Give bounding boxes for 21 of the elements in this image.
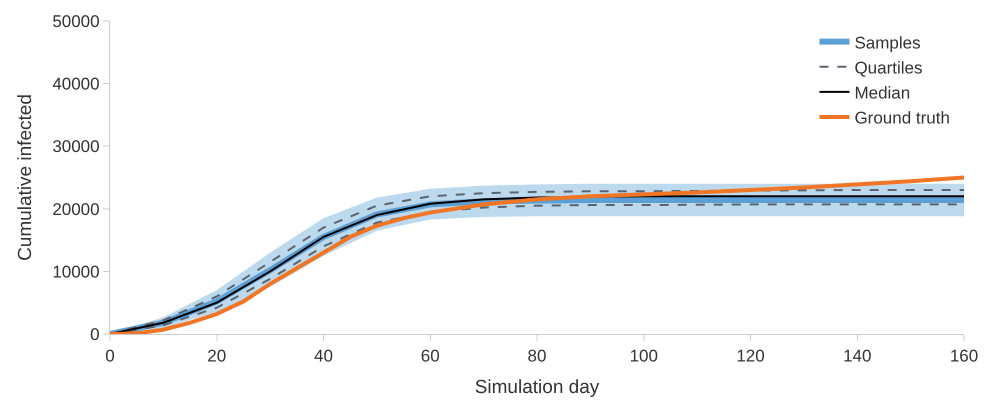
legend-label: Samples (854, 33, 921, 52)
x-tick-label: 20 (207, 346, 226, 366)
legend-label: Median (854, 84, 910, 103)
y-tick-label: 50000 (52, 12, 100, 31)
y-tick-label: 20000 (52, 200, 100, 219)
x-tick-label: 60 (420, 346, 440, 366)
y-tick-label: 30000 (52, 137, 100, 156)
x-tick-label: 40 (314, 346, 333, 366)
x-tick-label: 160 (950, 346, 978, 366)
x-tick-label: 0 (105, 346, 115, 366)
x-axis-title: Simulation day (474, 377, 600, 398)
x-tick-label: 120 (736, 346, 765, 366)
x-tick-label: 80 (528, 346, 546, 366)
legend-label: Ground truth (854, 108, 950, 128)
x-tick-label: 140 (843, 346, 872, 366)
legend-label: Quartiles (854, 58, 922, 78)
x-tick-label: 100 (630, 346, 658, 366)
y-tick-label: 10000 (52, 262, 100, 282)
y-tick-label: 40000 (52, 74, 100, 94)
y-axis-title: Cumulative infected (15, 94, 36, 261)
y-tick-label: 0 (90, 324, 100, 344)
